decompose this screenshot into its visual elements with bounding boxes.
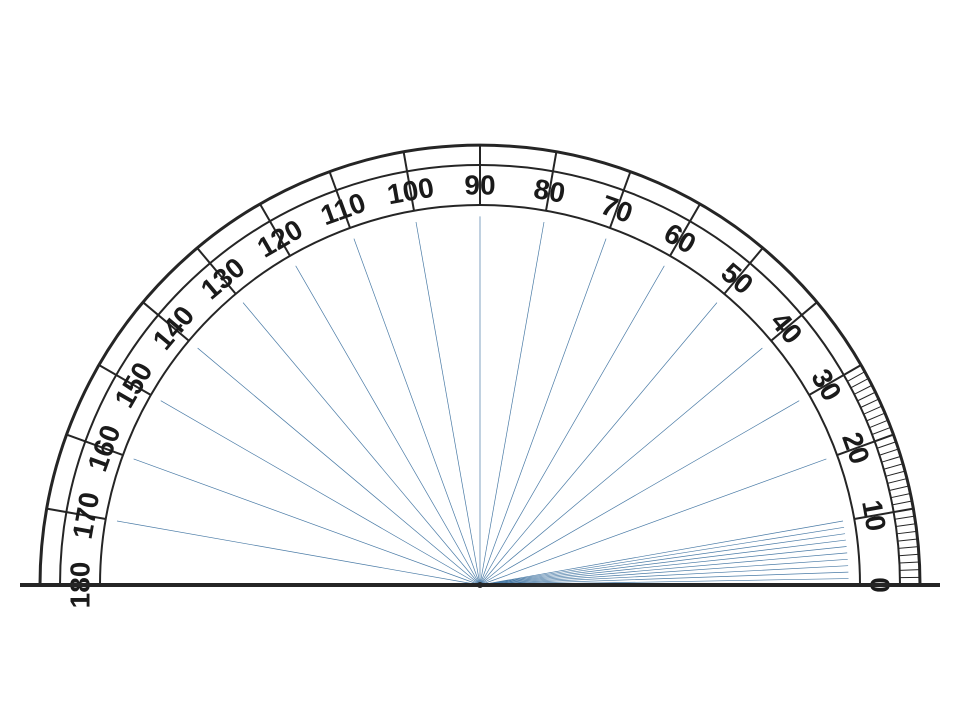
- center-dot: [477, 582, 483, 588]
- ray: [416, 222, 480, 585]
- ray: [480, 527, 844, 585]
- minor-tick: [847, 372, 864, 382]
- degree-label: 20: [836, 428, 876, 468]
- minor-tick: [869, 420, 888, 427]
- degree-label: 170: [67, 490, 106, 541]
- minor-tick: [872, 427, 891, 434]
- minor-tick: [882, 456, 901, 462]
- minor-tick: [861, 399, 879, 407]
- ray: [296, 266, 480, 585]
- degree-label: 50: [715, 257, 759, 301]
- degree-label: 80: [531, 173, 567, 209]
- minor-tick: [879, 449, 898, 455]
- ray: [480, 540, 846, 585]
- minor-tick: [892, 501, 912, 505]
- degree-label: 160: [81, 421, 126, 476]
- minor-tick: [899, 554, 919, 555]
- degree-label: 100: [385, 172, 436, 211]
- minor-tick: [886, 471, 905, 476]
- minor-tick: [896, 524, 916, 527]
- ray: [480, 239, 606, 585]
- ray: [480, 266, 664, 585]
- minor-tick: [900, 570, 920, 571]
- minor-tick: [877, 442, 896, 449]
- degree-label: 150: [108, 357, 158, 413]
- ray: [480, 222, 544, 585]
- minor-tick: [864, 406, 882, 414]
- degree-label: 70: [597, 189, 637, 229]
- ray: [354, 239, 480, 585]
- minor-tick: [891, 494, 911, 498]
- ray: [480, 559, 848, 585]
- minor-tick: [898, 547, 918, 549]
- minor-tick: [888, 479, 907, 484]
- minor-tick: [899, 562, 919, 563]
- ray: [480, 534, 845, 585]
- ray: [198, 348, 480, 585]
- minor-tick: [898, 539, 918, 541]
- ray: [161, 401, 480, 585]
- ray: [480, 348, 762, 585]
- minor-tick: [854, 385, 872, 394]
- degree-label: 90: [464, 169, 495, 200]
- ray: [243, 303, 480, 585]
- minor-tick: [867, 413, 885, 421]
- ray: [134, 459, 480, 585]
- ray: [480, 401, 799, 585]
- minor-tick: [895, 516, 915, 519]
- minor-tick: [884, 464, 903, 470]
- ray: [117, 521, 480, 585]
- ray: [480, 303, 717, 585]
- degree-label: 120: [252, 213, 308, 263]
- minor-tick: [857, 392, 875, 401]
- degree-label: 130: [195, 252, 251, 306]
- ray: [480, 459, 826, 585]
- degree-label: 40: [765, 306, 809, 350]
- protractor-diagram: 0102030405060708090100110120130140150160…: [0, 0, 960, 720]
- minor-tick: [851, 378, 869, 387]
- minor-tick: [897, 531, 917, 533]
- minor-tick: [889, 486, 908, 490]
- degree-label: 140: [147, 300, 201, 356]
- degree-label: 10: [856, 497, 892, 533]
